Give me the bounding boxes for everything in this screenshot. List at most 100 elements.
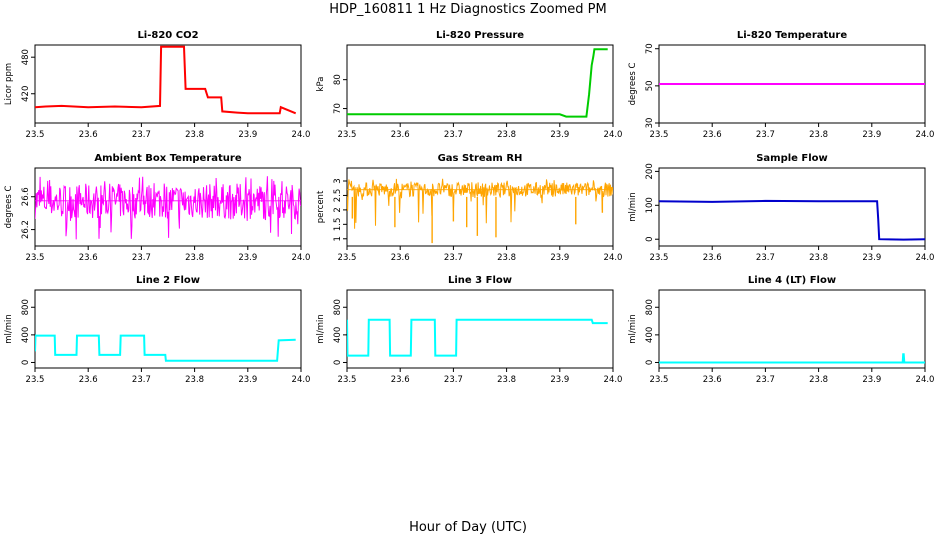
line-3-flow-title: Line 3 Flow: [448, 275, 512, 286]
li-820-temperature-xtick-label: 23.7: [756, 130, 775, 140]
line-2-flow-xtick-label: 24.0: [292, 375, 311, 385]
gas-stream-rh-ytick-label: 1.5: [333, 218, 343, 232]
line-3-flow-ylabel: ml/min: [316, 314, 326, 344]
line-4-lt-flow-xtick-label: 23.6: [703, 375, 722, 385]
gas-stream-rh-ytick-label: 3: [333, 178, 343, 183]
gas-stream-rh-xtick-label: 24.0: [604, 253, 623, 263]
line-2-flow-ytick-label: 400: [21, 327, 31, 343]
line-2-flow-panel: Line 2 Flow ml/min 23.5 23.6 23.7 23.8 23.9 24.…: [4, 275, 310, 385]
line-4-lt-flow-ytick-label: 0: [645, 360, 655, 365]
line-3-flow-data: [347, 318, 608, 357]
gas-stream-rh-plot-frame: [346, 167, 614, 247]
line-2-flow-plot-frame: [34, 289, 302, 369]
li-820-pressure-title: Li-820 Pressure: [436, 30, 524, 41]
line-4-lt-flow-series-line: [659, 353, 925, 364]
sample-flow-xtick-label: 24.0: [916, 253, 935, 263]
li-820-co2-xtick-label: 23.7: [132, 130, 151, 140]
li-820-co2-series-line: [35, 45, 297, 115]
li-820-pressure-xtick-label: 23.9: [550, 130, 569, 140]
figure-title: HDP_160811 1 Hz Diagnostics Zoomed PM: [329, 2, 607, 17]
li-820-pressure-xtick-label: 23.6: [391, 130, 410, 140]
line-3-flow-xtick-label: 23.5: [338, 375, 357, 385]
gas-stream-rh-title: Gas Stream RH: [438, 153, 523, 164]
sample-flow-ytick-label: 0: [645, 237, 655, 242]
li-820-temperature-xtick-label: 23.5: [650, 130, 669, 140]
li-820-co2-xtick-label: 23.8: [185, 130, 204, 140]
line-3-flow-xtick-label: 23.9: [550, 375, 569, 385]
ambient-box-temperature-xtick-label: 23.6: [79, 253, 98, 263]
line-3-flow-panel: Line 3 Flow ml/min 23.5 23.6 23.7 23.8 23.9 24.…: [316, 275, 622, 385]
sample-flow-ylabel: ml/min: [628, 192, 638, 222]
line-4-lt-flow-ytick-label: 800: [645, 299, 655, 315]
gas-stream-rh-xtick-label: 23.6: [391, 253, 410, 263]
panel-grid: Li-820 CO2 Licor ppm 23.5 23.6 23.7 23.8 23.9 2…: [4, 30, 934, 385]
gas-stream-rh-xtick-label: 23.7: [444, 253, 463, 263]
sample-flow-xtick-label: 23.6: [703, 253, 722, 263]
ambient-box-temperature-xtick-label: 23.7: [132, 253, 151, 263]
gas-stream-rh-noise-trace: [347, 178, 613, 229]
li-820-temperature-ytick-label: 50: [645, 80, 655, 91]
li-820-co2-xtick-label: 23.5: [26, 130, 45, 140]
li-820-pressure-xtick-label: 23.7: [444, 130, 463, 140]
li-820-pressure-xtick-label: 24.0: [604, 130, 623, 140]
li-820-temperature-ytick-label: 30: [645, 118, 655, 129]
sample-flow-xtick-label: 23.8: [809, 253, 828, 263]
li-820-pressure-ytick-label: 80: [333, 74, 343, 85]
ambient-box-temperature-data: [35, 176, 301, 240]
line-2-flow-ytick-label: 0: [21, 360, 31, 365]
line-3-flow-xtick-label: 23.6: [391, 375, 410, 385]
li-820-co2-xtick-label: 23.6: [79, 130, 98, 140]
li-820-pressure-ytick-label: 70: [333, 103, 343, 114]
line-3-flow-xtick-label: 23.7: [444, 375, 463, 385]
ambient-box-temperature-xtick-label: 23.8: [185, 253, 204, 263]
sample-flow-title: Sample Flow: [756, 153, 828, 164]
line-3-flow-ytick-label: 800: [333, 299, 343, 315]
line-4-lt-flow-xtick-label: 24.0: [916, 375, 935, 385]
gas-stream-rh-xtick-label: 23.9: [550, 253, 569, 263]
li-820-temperature-xtick-label: 23.9: [862, 130, 881, 140]
line-4-lt-flow-xtick-label: 23.8: [809, 375, 828, 385]
li-820-co2-plot-frame: [34, 44, 302, 124]
line-4-lt-flow-xtick-label: 23.7: [756, 375, 775, 385]
line-4-lt-flow-ylabel: ml/min: [628, 314, 638, 344]
gas-stream-rh-panel: Gas Stream RH percent 23.5 23.6 23.7 23.8 23.9…: [316, 153, 622, 263]
ambient-box-temperature-xtick-label: 24.0: [292, 253, 311, 263]
li-820-temperature-xtick-label: 23.8: [809, 130, 828, 140]
gas-stream-rh-xtick-label: 23.8: [497, 253, 516, 263]
li-820-temperature-xtick-label: 24.0: [916, 130, 935, 140]
li-820-temperature-title: Li-820 Temperature: [737, 30, 847, 41]
gas-stream-rh-xtick-label: 23.5: [338, 253, 357, 263]
li-820-pressure-panel: Li-820 Pressure kPa 23.5 23.6 23.7 23.8 23.9 24…: [316, 30, 622, 140]
sample-flow-ytick-label: 100: [645, 197, 655, 213]
li-820-pressure-series-line: [347, 48, 608, 118]
line-4-lt-flow-xtick-label: 23.5: [650, 375, 669, 385]
ambient-box-temperature-noise-trace: [35, 176, 301, 240]
sample-flow-panel: Sample Flow ml/min 23.5 23.6 23.7 23.8 23.9 24.…: [628, 153, 934, 263]
line-2-flow-ytick-label: 800: [21, 299, 31, 315]
line-4-lt-flow-ytick-label: 400: [645, 327, 655, 343]
figure-xlabel: Hour of Day (UTC): [409, 520, 527, 535]
li-820-temperature-ytick-label: 70: [645, 43, 655, 54]
li-820-temperature-panel: Li-820 Temperature degrees C 23.5 23.6 23.7 2…: [628, 30, 934, 140]
line-2-flow-series-line: [35, 334, 296, 362]
li-820-temperature-ylabel: degrees C: [628, 63, 638, 106]
gas-stream-rh-ytick-label: 2.5: [333, 189, 343, 203]
ambient-box-temperature-xtick-label: 23.5: [26, 253, 45, 263]
line-3-flow-ytick-label: 400: [333, 327, 343, 343]
ambient-box-temperature-panel: Ambient Box Temperature degrees C 23.5 23.6…: [4, 153, 310, 263]
sample-flow-ytick-label: 200: [645, 163, 655, 179]
line-2-flow-data: [35, 334, 296, 362]
ambient-box-temperature-title: Ambient Box Temperature: [94, 153, 241, 164]
gas-stream-rh-ytick-label: 1: [333, 236, 343, 241]
li-820-co2-panel: Li-820 CO2 Licor ppm 23.5 23.6 23.7 23.8 23.9 2…: [4, 30, 310, 140]
line-4-lt-flow-xtick-label: 23.9: [862, 375, 881, 385]
sample-flow-xtick-label: 23.9: [862, 253, 881, 263]
li-820-pressure-xtick-label: 23.8: [497, 130, 516, 140]
li-820-co2-ylabel: Licor ppm: [4, 63, 14, 105]
line-4-lt-flow-title: Line 4 (LT) Flow: [748, 275, 836, 286]
line-3-flow-series-line: [347, 318, 608, 357]
ambient-box-temperature-xtick-label: 23.9: [238, 253, 257, 263]
gas-stream-rh-data: [347, 178, 613, 244]
gas-stream-rh-ytick-label: 2: [333, 207, 343, 212]
